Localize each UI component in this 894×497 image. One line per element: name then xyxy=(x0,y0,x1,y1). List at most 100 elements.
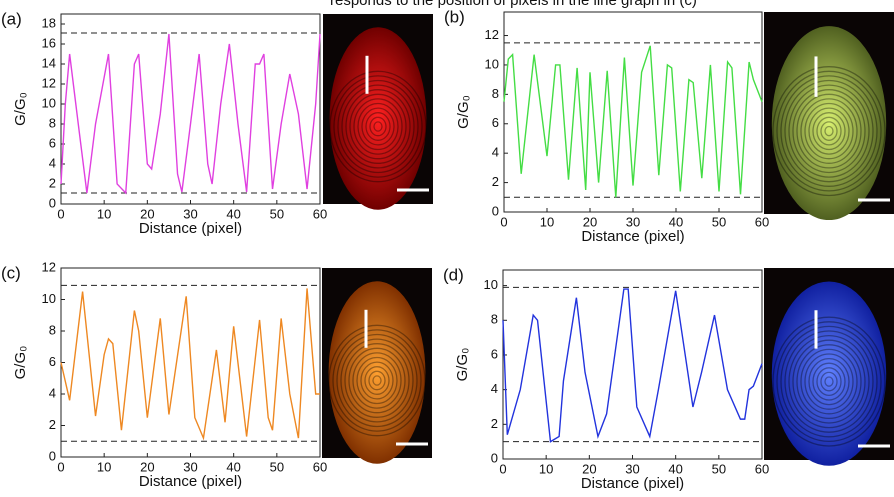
x-tick-label: 60 xyxy=(313,459,327,474)
y-tick-label: 10 xyxy=(42,291,56,306)
ridge xyxy=(352,352,402,409)
y-tick-label: 6 xyxy=(49,354,56,369)
y-tick-label: 14 xyxy=(42,55,56,70)
ridge xyxy=(357,102,399,151)
y-tick-label: 18 xyxy=(42,15,56,30)
ridge xyxy=(361,107,395,146)
x-tick-label: 50 xyxy=(712,461,726,476)
ridge xyxy=(812,362,846,401)
ridge xyxy=(784,330,874,433)
y-tick-label: 6 xyxy=(491,346,498,361)
x-tick-label: 20 xyxy=(140,459,154,474)
x-tick-label: 60 xyxy=(313,206,327,221)
x-tick-label: 60 xyxy=(755,214,769,229)
y-tick-label: 10 xyxy=(484,277,498,292)
x-tick-label: 0 xyxy=(57,206,64,221)
ridge xyxy=(788,84,870,178)
y-tick-label: 2 xyxy=(49,417,56,432)
x-tick-label: 10 xyxy=(539,461,553,476)
ridge xyxy=(329,70,427,183)
y-tick-label: 16 xyxy=(42,35,56,50)
panel-label: (a) xyxy=(1,9,22,28)
ridge xyxy=(328,324,426,437)
ridge xyxy=(804,102,854,160)
ridge xyxy=(344,343,410,418)
y-tick-label: 0 xyxy=(491,450,498,465)
ridge xyxy=(341,84,415,169)
ridge xyxy=(364,366,390,395)
panel-label: (d) xyxy=(443,265,464,284)
ridge xyxy=(772,66,886,197)
x-axis-label: Distance (pixel) xyxy=(581,475,684,492)
y-tick-label: 0 xyxy=(492,203,499,218)
fingerprint xyxy=(771,26,887,221)
data-line xyxy=(60,33,321,195)
fingerprint xyxy=(328,281,426,464)
ridge xyxy=(348,347,406,414)
ridge xyxy=(353,98,403,155)
ridge xyxy=(332,329,422,432)
y-tick-label: 8 xyxy=(491,312,498,327)
ridge xyxy=(796,344,862,420)
x-axis-label: Distance (pixel) xyxy=(581,228,684,245)
ridge xyxy=(360,361,394,400)
y-tick-label: 8 xyxy=(492,86,499,101)
x-tick-label: 30 xyxy=(183,459,197,474)
ridge xyxy=(345,89,411,164)
y-tick-label: 12 xyxy=(485,27,499,42)
ridge xyxy=(816,367,842,397)
y-tick-label: 2 xyxy=(492,174,499,189)
x-tick-label: 40 xyxy=(226,459,240,474)
y-tick-label: 10 xyxy=(42,95,56,110)
ridge xyxy=(337,79,419,174)
x-tick-label: 40 xyxy=(669,214,683,229)
x-tick-label: 0 xyxy=(500,214,507,229)
x-tick-label: 30 xyxy=(626,214,640,229)
ridge xyxy=(796,93,862,169)
y-axis-label: G/G₀ xyxy=(12,92,29,126)
x-axis-label: Distance (pixel) xyxy=(139,473,242,490)
x-tick-label: 40 xyxy=(226,206,240,221)
ridge xyxy=(804,353,854,410)
y-axis-label: G/G₀ xyxy=(12,346,29,380)
y-tick-label: 4 xyxy=(49,385,56,400)
ridge xyxy=(780,75,878,187)
data-line xyxy=(60,288,320,441)
y-tick-label: 4 xyxy=(492,145,499,160)
ridge xyxy=(356,356,398,405)
x-tick-label: 50 xyxy=(270,206,284,221)
ridge xyxy=(808,357,850,406)
ridge xyxy=(336,333,418,428)
ridge xyxy=(820,371,838,392)
caption-fragment: responds to the position of pixels in th… xyxy=(330,0,697,9)
ridge xyxy=(792,89,866,174)
ridge xyxy=(772,316,886,447)
y-tick-label: 10 xyxy=(485,56,499,71)
y-tick-label: 12 xyxy=(42,75,56,90)
x-tick-label: 30 xyxy=(183,206,197,221)
y-tick-label: 8 xyxy=(49,322,56,337)
ridge xyxy=(776,321,882,443)
y-tick-label: 4 xyxy=(49,155,56,170)
ridge xyxy=(808,107,850,155)
y-tick-label: 6 xyxy=(492,115,499,130)
ridge xyxy=(788,334,870,429)
ridge xyxy=(340,338,414,423)
y-tick-label: 4 xyxy=(491,381,498,396)
x-tick-label: 10 xyxy=(97,459,111,474)
fingerprint xyxy=(771,281,887,466)
y-tick-label: 0 xyxy=(49,448,56,463)
x-tick-label: 0 xyxy=(499,461,506,476)
x-tick-label: 20 xyxy=(140,206,154,221)
ridge xyxy=(349,93,407,160)
data-line xyxy=(502,288,763,443)
ridge xyxy=(373,121,383,132)
x-tick-label: 20 xyxy=(582,461,596,476)
x-tick-label: 50 xyxy=(270,459,284,474)
y-tick-label: 2 xyxy=(491,416,498,431)
ridge xyxy=(824,376,834,387)
data-line xyxy=(503,45,763,198)
ridge xyxy=(776,70,882,192)
y-axis-label: G/G₀ xyxy=(454,348,471,382)
